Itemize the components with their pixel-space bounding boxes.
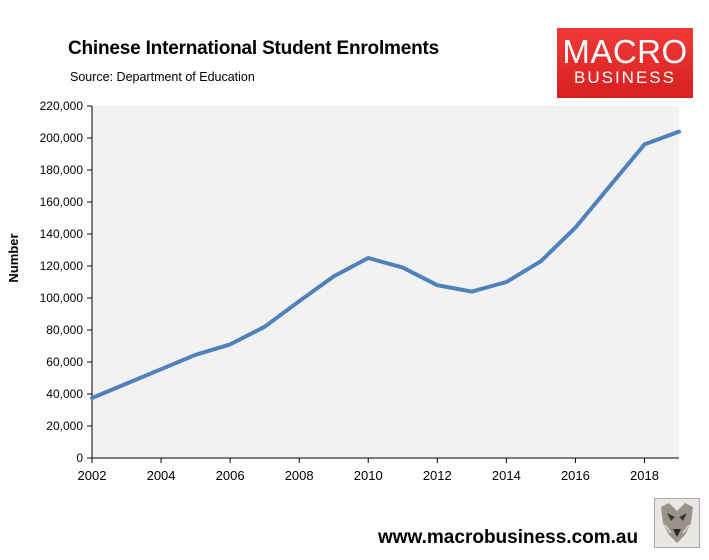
x-tick-label: 2010 <box>354 468 383 483</box>
y-tick-label: 220,000 <box>40 99 84 113</box>
x-axis: 2002 2004 2006 2008 2010 2012 2014 2016 2018 <box>78 457 679 483</box>
chart-title: Chinese International Student Enrolments <box>68 38 439 59</box>
x-tick-label: 2016 <box>561 468 590 483</box>
y-tick-label: 20,000 <box>46 419 83 433</box>
y-axis: 0 20,000 40,000 60,000 80,000 100,000 120,000 1… <box>40 99 93 465</box>
macrobusiness-logo[interactable]: MACRO BUSINESS <box>557 28 693 98</box>
y-tick-label: 180,000 <box>40 163 84 177</box>
chart-source: Source: Department of Education <box>70 70 255 84</box>
x-tick-label: 2002 <box>78 468 107 483</box>
y-tick-label: 100,000 <box>40 291 84 305</box>
y-tick-label: 120,000 <box>40 259 84 273</box>
x-tick-label: 2014 <box>492 468 521 483</box>
x-tick-label: 2006 <box>216 468 245 483</box>
y-tick-label: 0 <box>76 451 83 465</box>
x-tick-label: 2004 <box>147 468 176 483</box>
y-tick-label: 40,000 <box>46 387 83 401</box>
y-tick-label: 80,000 <box>46 323 83 337</box>
x-tick-label: 2012 <box>423 468 452 483</box>
x-tick-label: 2018 <box>630 468 659 483</box>
logo-line-1: MACRO <box>562 33 688 70</box>
plot-area <box>92 106 679 458</box>
y-tick-label: 200,000 <box>40 131 84 145</box>
logo-line-2: BUSINESS <box>574 68 676 87</box>
y-tick-label: 60,000 <box>46 355 83 369</box>
wolf-mascot-image <box>654 498 700 548</box>
series-line <box>90 129 681 400</box>
y-axis-label: Number <box>6 233 21 282</box>
website-link[interactable]: www.macrobusiness.com.au <box>378 527 639 548</box>
y-tick-label: 140,000 <box>40 227 84 241</box>
y-tick-label: 160,000 <box>40 195 84 209</box>
x-tick-label: 2008 <box>285 468 314 483</box>
series-layer <box>90 129 681 400</box>
